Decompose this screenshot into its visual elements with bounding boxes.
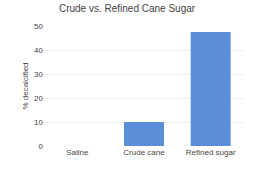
- svg-text:% decalcified: % decalcified: [21, 62, 30, 109]
- svg-text:30: 30: [34, 70, 43, 79]
- svg-text:10: 10: [34, 118, 43, 127]
- svg-text:20: 20: [34, 94, 43, 103]
- svg-text:Crude cane: Crude cane: [123, 148, 165, 157]
- svg-text:Crude vs. Refined Cane Sugar: Crude vs. Refined Cane Sugar: [59, 3, 196, 14]
- svg-text:0: 0: [39, 142, 44, 151]
- svg-text:Saline: Saline: [66, 148, 89, 157]
- svg-text:40: 40: [34, 46, 43, 55]
- svg-text:Refined sugar: Refined sugar: [186, 148, 236, 157]
- svg-text:50: 50: [34, 22, 43, 31]
